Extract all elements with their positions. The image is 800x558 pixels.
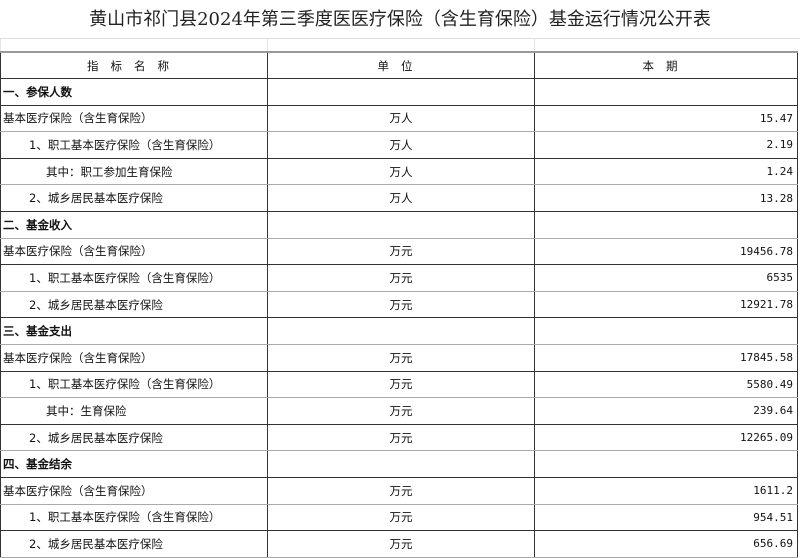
row-unit: 万元 — [267, 264, 535, 292]
table-row: 2、城乡居民基本医疗保险 万元 12921.78 — [0, 291, 798, 319]
table-row: 基本医疗保险（含生育保险） 万元 17845.58 — [0, 344, 798, 372]
row-value — [534, 317, 798, 345]
row-value: 17845.58 — [534, 344, 798, 372]
row-value: 12265.09 — [534, 424, 798, 452]
row-name: 三、基金支出 — [0, 317, 268, 345]
spacer-row — [0, 39, 798, 53]
row-value: 6535 — [534, 264, 798, 292]
row-value: 1.24 — [534, 158, 798, 186]
row-name: 其中：生育保险 — [0, 397, 268, 425]
table-row: 1、职工基本医疗保险（含生育保险） 万元 5580.49 — [0, 371, 798, 399]
row-unit — [267, 211, 535, 239]
row-value: 13.28 — [534, 184, 798, 212]
row-value — [534, 450, 798, 478]
section-row: 二、基金收入 — [0, 211, 798, 239]
row-name: 2、城乡居民基本医疗保险 — [0, 424, 268, 452]
fund-table: 指标名称 单位 本期 一、参保人数 基本医疗保险（含生育保险） 万人 15.47 1、职… — [0, 39, 798, 558]
row-name: 基本医疗保险（含生育保险） — [0, 477, 268, 505]
row-name: 一、参保人数 — [0, 78, 268, 106]
row-value: 5580.49 — [534, 371, 798, 399]
row-unit: 万元 — [267, 344, 535, 372]
row-name: 基本医疗保险（含生育保险） — [0, 105, 268, 133]
row-unit: 万元 — [267, 397, 535, 425]
row-value: 12921.78 — [534, 291, 798, 319]
row-value: 656.69 — [534, 530, 798, 558]
table-row: 2、城乡居民基本医疗保险 万元 12265.09 — [0, 424, 798, 452]
row-unit: 万元 — [267, 371, 535, 399]
row-name: 其中：职工参加生育保险 — [0, 158, 268, 186]
table-row: 2、城乡居民基本医疗保险 万人 13.28 — [0, 184, 798, 212]
row-unit: 万人 — [267, 105, 535, 133]
header-name: 指标名称 — [0, 51, 268, 79]
header-unit: 单位 — [267, 51, 535, 79]
row-value: 239.64 — [534, 397, 798, 425]
row-name: 2、城乡居民基本医疗保险 — [0, 184, 268, 212]
table-row: 基本医疗保险（含生育保险） 万元 19456.78 — [0, 238, 798, 266]
row-value: 2.19 — [534, 131, 798, 159]
row-name: 1、职工基本医疗保险（含生育保险） — [0, 131, 268, 159]
table-row: 其中：生育保险 万元 239.64 — [0, 397, 798, 425]
section-row: 四、基金结余 — [0, 450, 798, 478]
row-unit — [267, 317, 535, 345]
row-value — [534, 78, 798, 106]
header-row: 指标名称 单位 本期 — [0, 51, 798, 79]
row-unit — [267, 450, 535, 478]
row-unit: 万元 — [267, 291, 535, 319]
table-row: 基本医疗保险（含生育保险） 万元 1611.2 — [0, 477, 798, 505]
row-unit: 万人 — [267, 158, 535, 186]
row-value: 19456.78 — [534, 238, 798, 266]
table-row: 1、职工基本医疗保险（含生育保险） 万人 2.19 — [0, 131, 798, 159]
row-name: 四、基金结余 — [0, 450, 268, 478]
header-value: 本期 — [534, 51, 798, 79]
table-row: 1、职工基本医疗保险（含生育保险） 万元 6535 — [0, 264, 798, 292]
row-name: 基本医疗保险（含生育保险） — [0, 238, 268, 266]
row-name: 2、城乡居民基本医疗保险 — [0, 530, 268, 558]
row-name: 2、城乡居民基本医疗保险 — [0, 291, 268, 319]
row-unit: 万元 — [267, 238, 535, 266]
row-unit: 万元 — [267, 424, 535, 452]
row-value: 1611.2 — [534, 477, 798, 505]
row-name: 1、职工基本医疗保险（含生育保险） — [0, 504, 268, 532]
row-name: 1、职工基本医疗保险（含生育保险） — [0, 371, 268, 399]
row-unit: 万元 — [267, 530, 535, 558]
row-unit: 万元 — [267, 504, 535, 532]
table-row: 1、职工基本医疗保险（含生育保险） 万元 954.51 — [0, 504, 798, 532]
table-row: 其中：职工参加生育保险 万人 1.24 — [0, 158, 798, 186]
row-name: 基本医疗保险（含生育保险） — [0, 344, 268, 372]
section-row: 一、参保人数 — [0, 78, 798, 106]
row-value — [534, 211, 798, 239]
row-unit — [267, 78, 535, 106]
row-name: 二、基金收入 — [0, 211, 268, 239]
row-name: 1、职工基本医疗保险（含生育保险） — [0, 264, 268, 292]
table-row: 基本医疗保险（含生育保险） 万人 15.47 — [0, 105, 798, 133]
row-unit: 万人 — [267, 131, 535, 159]
row-unit: 万人 — [267, 184, 535, 212]
row-unit: 万元 — [267, 477, 535, 505]
table-row: 2、城乡居民基本医疗保险 万元 656.69 — [0, 530, 798, 558]
section-row: 三、基金支出 — [0, 317, 798, 345]
row-value: 15.47 — [534, 105, 798, 133]
page-title: 黄山市祁门县2024年第三季度医医疗保险（含生育保险）基金运行情况公开表 — [0, 0, 800, 39]
row-value: 954.51 — [534, 504, 798, 532]
